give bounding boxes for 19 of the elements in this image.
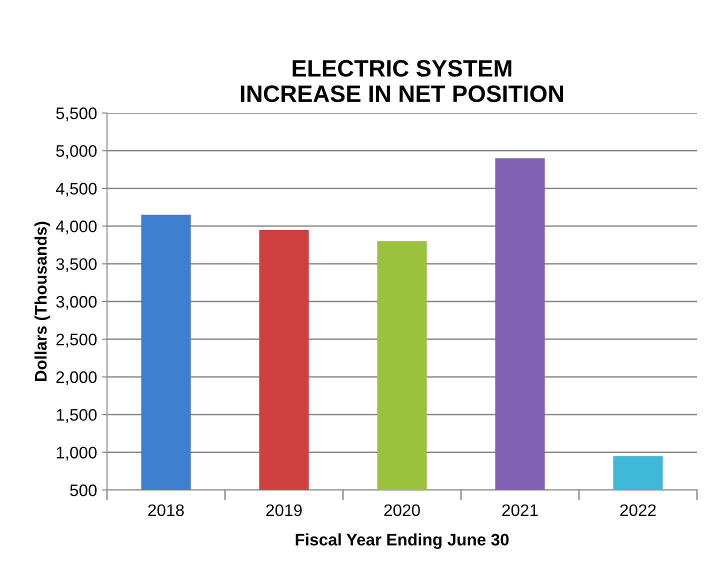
y-tick-label: 1,500 — [56, 409, 97, 423]
y-tick-label: 2,500 — [56, 334, 97, 348]
x-tick-label: 2020 — [384, 504, 420, 516]
y-tick-label: 1,000 — [56, 446, 97, 460]
y-tick-label: 4,500 — [56, 182, 97, 197]
chart-title: ELECTRIC SYSTEM INCREASE IN NET POSITION — [240, 60, 564, 102]
x-axis-title: Fiscal Year Ending June 30 — [296, 533, 509, 549]
x-tick-label: 2018 — [148, 504, 184, 516]
x-tick-label: 2022 — [620, 504, 656, 516]
y-axis-title: Dollars (Thousands) — [34, 222, 50, 381]
y-tick-label: 2,000 — [56, 371, 97, 386]
x-tick-label: 2019 — [266, 504, 302, 516]
y-tick-label: 3,000 — [56, 296, 97, 310]
y-tick-label: 3,500 — [56, 258, 97, 272]
x-tick-label: 2021 — [502, 504, 538, 516]
y-tick-label: 4,000 — [56, 220, 97, 234]
y-tick-label: 500 — [70, 484, 97, 496]
y-tick-label: 5,500 — [56, 107, 97, 122]
y-tick-label: 5,000 — [56, 145, 97, 159]
